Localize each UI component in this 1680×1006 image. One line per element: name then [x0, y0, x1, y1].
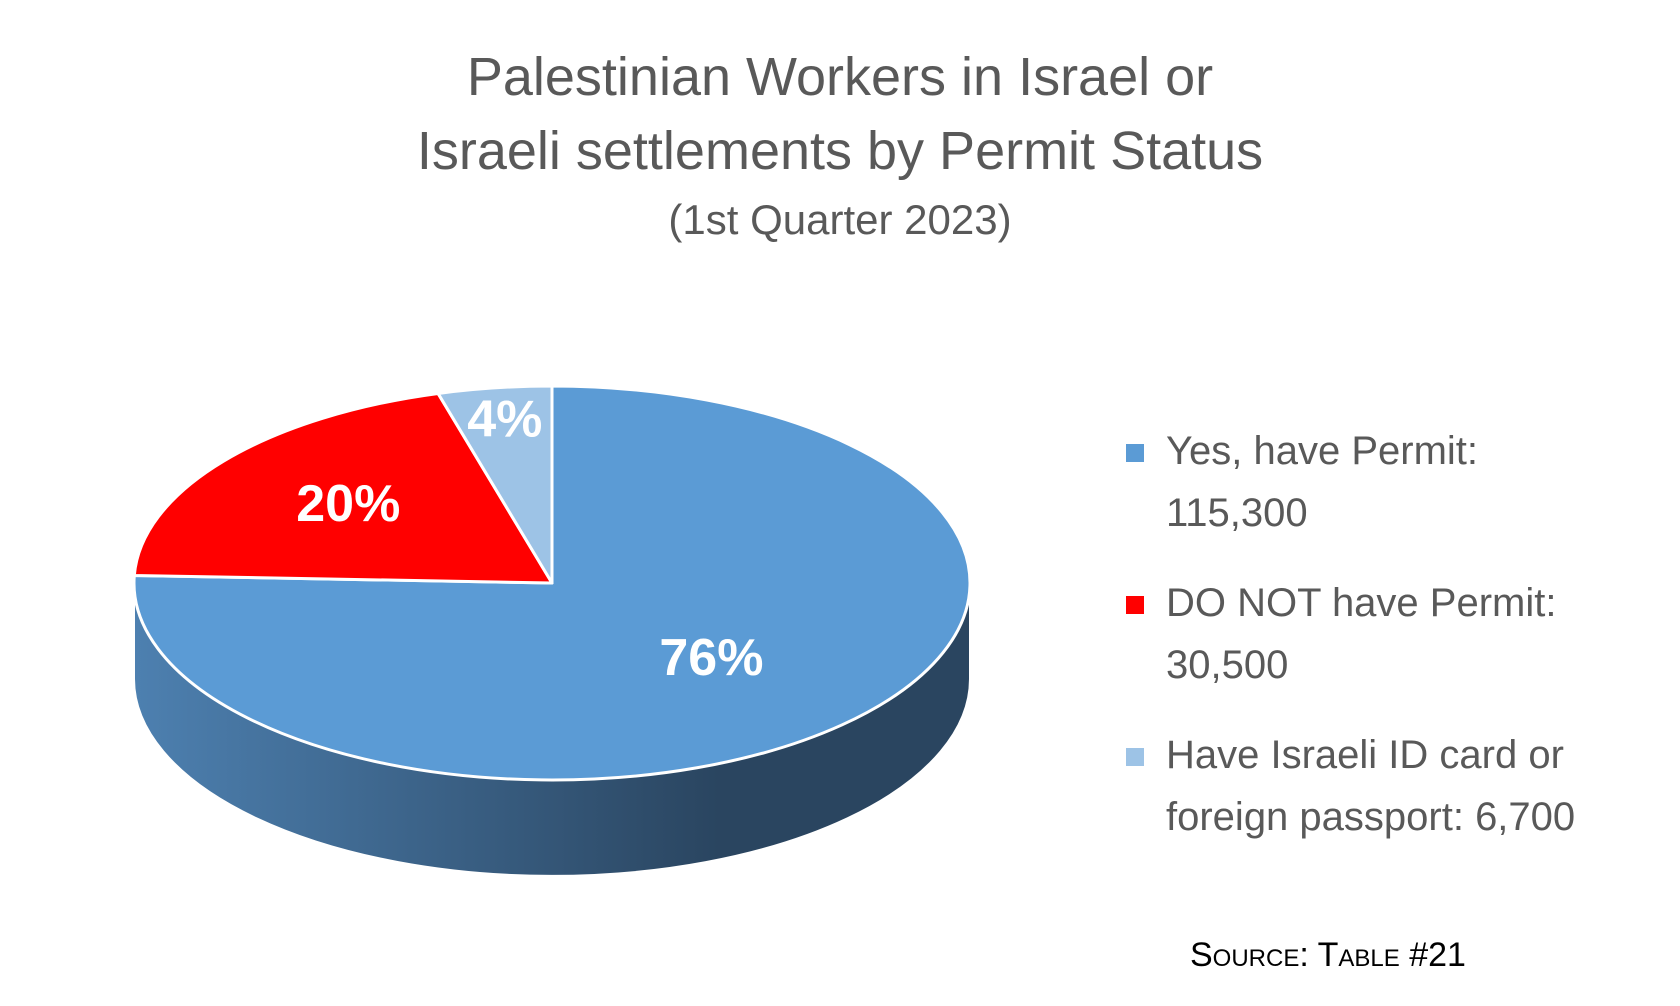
pie-label-permit: 76% — [659, 629, 763, 687]
chart-subtitle: (1st Quarter 2023) — [668, 196, 1012, 243]
pie-slice-id-passport — [436, 384, 554, 585]
legend-label-no-permit-line1: DO NOT have Permit: — [1166, 581, 1557, 625]
legend-item-permit: Yes, have Permit: 115,300 — [1126, 420, 1666, 544]
pie-label-no-permit: 20% — [296, 475, 400, 533]
pie-slice-permit — [132, 384, 972, 782]
chart-title: Palestinian Workers in Israel or Israeli… — [0, 40, 1680, 250]
pie-slice-no-permit — [132, 391, 554, 585]
legend-item-id-passport: Have Israeli ID card or foreign passport… — [1126, 724, 1666, 848]
legend-swatch-id-passport — [1126, 748, 1144, 766]
pie-label-id-passport: 4% — [467, 391, 542, 449]
legend-label-id-passport-line1: Have Israeli ID card or — [1166, 733, 1564, 777]
legend-label-id-passport-line2: foreign passport: 6,700 — [1166, 795, 1576, 839]
legend-swatch-no-permit — [1126, 596, 1144, 614]
legend-swatch-permit — [1126, 444, 1144, 462]
source-note: Source: Table #21 — [1190, 936, 1466, 974]
legend-label-no-permit-line2: 30,500 — [1166, 643, 1289, 687]
legend-label-permit-line1: Yes, have Permit: — [1166, 429, 1479, 473]
legend: Yes, have Permit: 115,300 DO NOT have Pe… — [1126, 420, 1666, 876]
chart-title-line-1: Palestinian Workers in Israel or — [466, 47, 1214, 107]
legend-label-permit-line2: 115,300 — [1166, 491, 1308, 535]
legend-item-no-permit: DO NOT have Permit: 30,500 — [1126, 572, 1666, 696]
chart-title-line-2: Israeli settlements by Permit Status — [416, 121, 1264, 181]
